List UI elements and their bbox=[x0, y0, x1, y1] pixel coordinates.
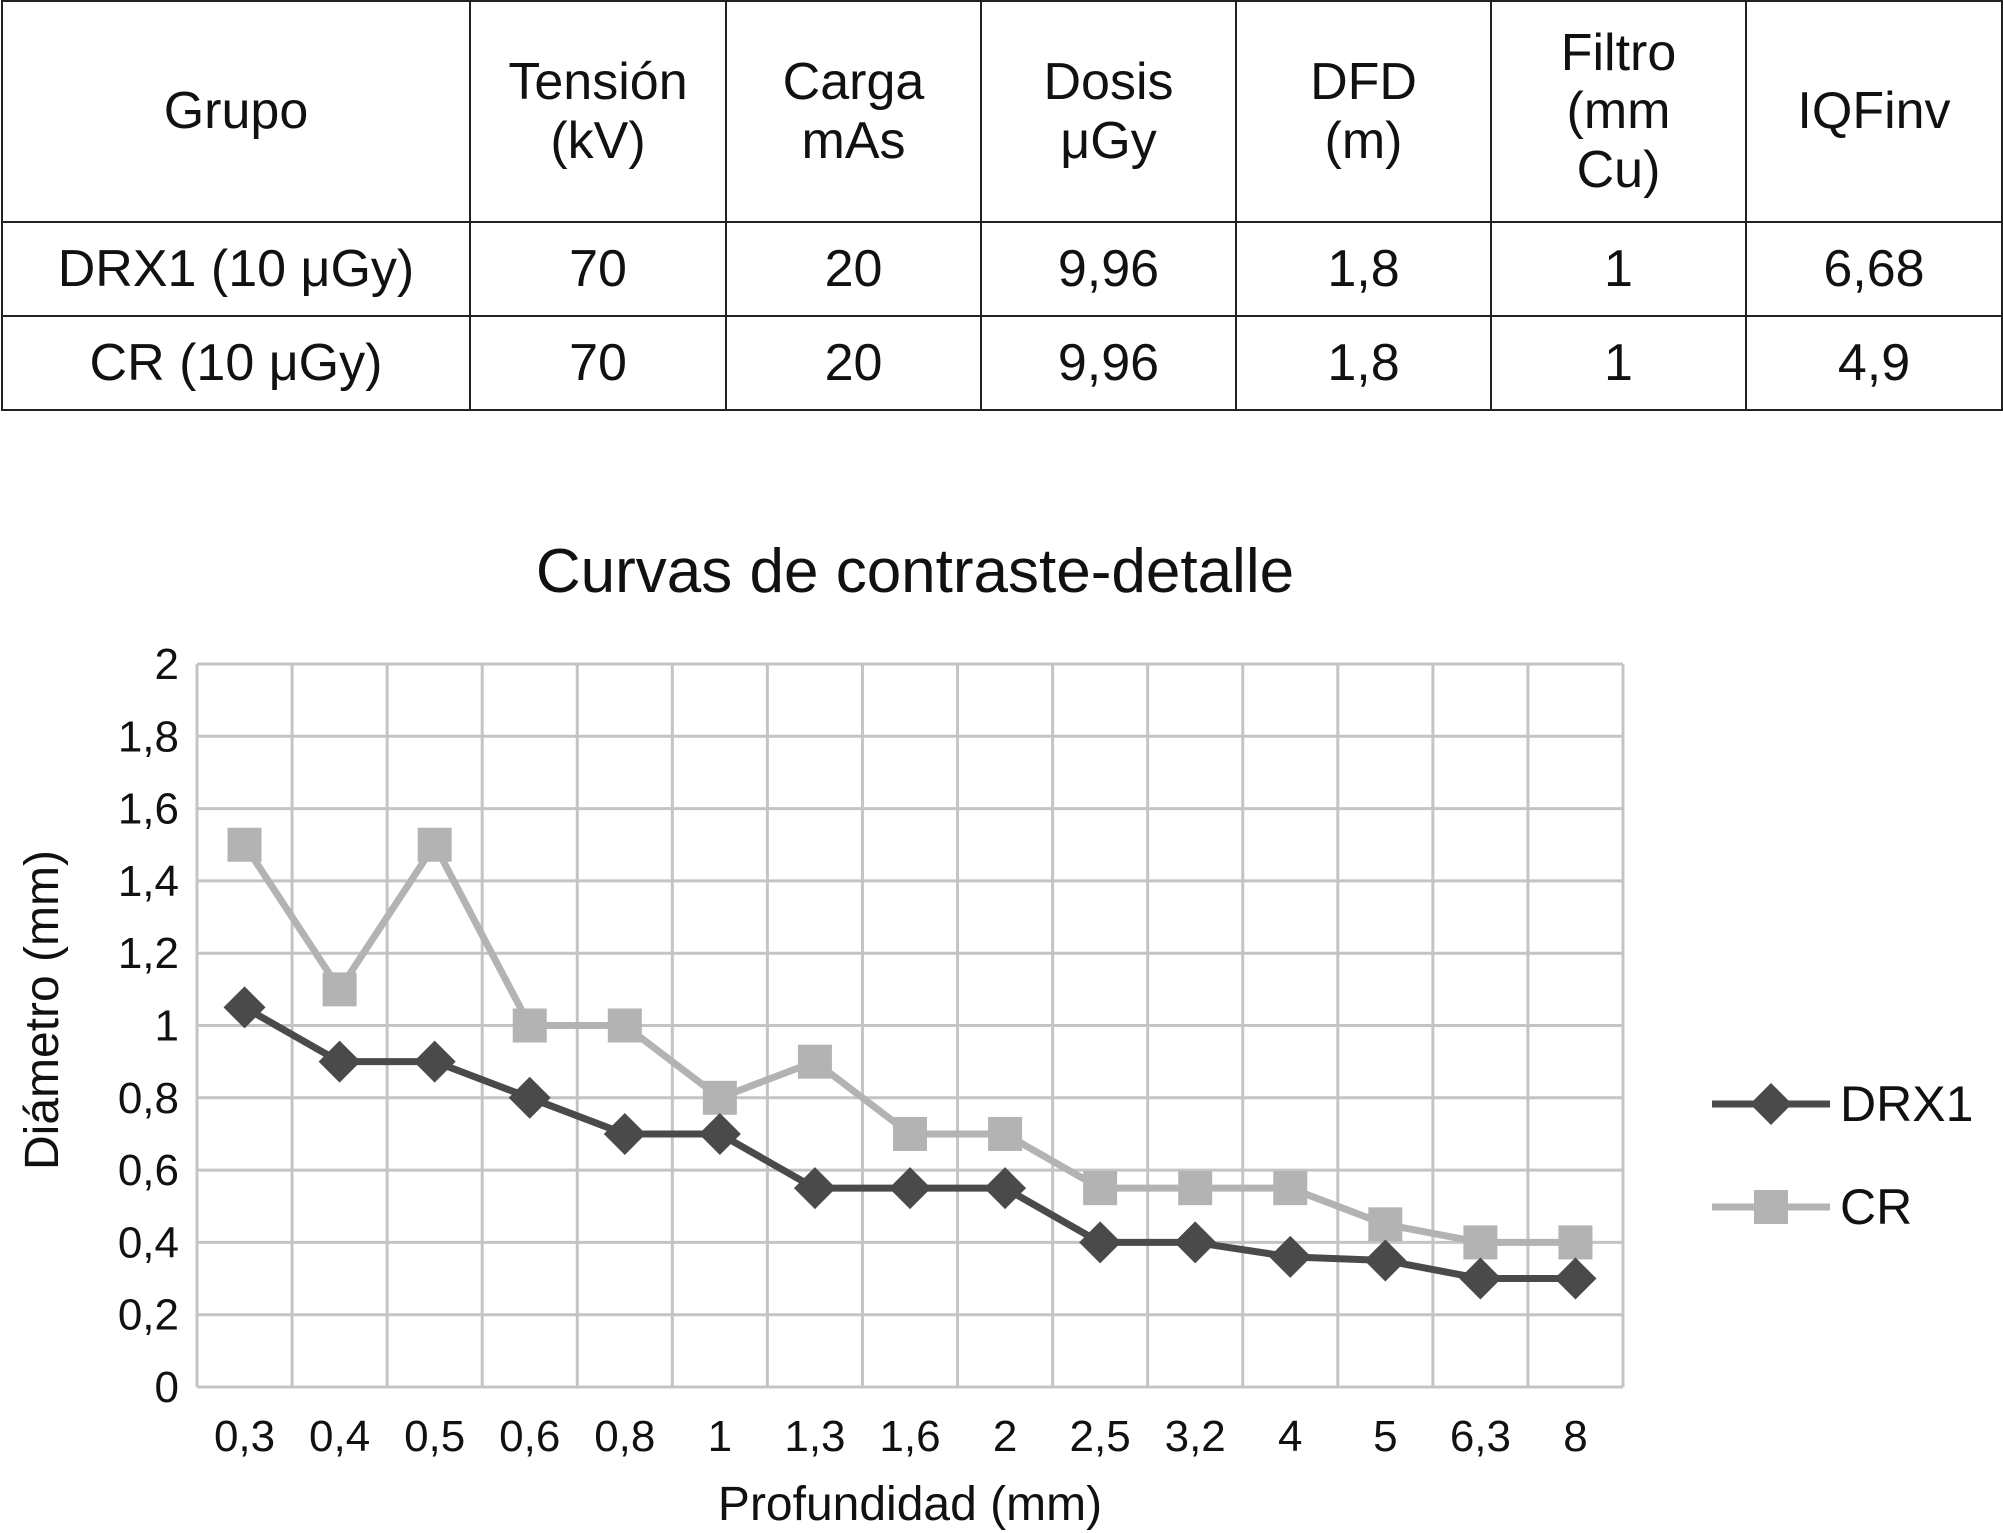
table-cell-tension: 70 bbox=[469, 315, 727, 411]
y-tick-label: 2 bbox=[155, 640, 179, 689]
data-point-drx1 bbox=[889, 1167, 931, 1210]
y-tick-label: 0 bbox=[155, 1363, 179, 1412]
y-axis-title: Diámetro (mm) bbox=[16, 850, 69, 1170]
y-tick-label: 1,8 bbox=[118, 712, 179, 761]
x-tick-label: 1 bbox=[708, 1412, 732, 1461]
series-cr bbox=[227, 827, 1593, 1260]
data-point-drx1 bbox=[793, 1167, 836, 1210]
table-cell-dosis: 9,96 bbox=[980, 315, 1237, 411]
series-drx1 bbox=[223, 986, 1597, 1300]
table-cell-filtro: 1 bbox=[1490, 315, 1747, 411]
table-header-row: Grupo Tensión (kV) Carga mAs Dosis μGy D… bbox=[1, 0, 2003, 223]
data-point-cr bbox=[417, 827, 452, 862]
x-tick-label: 8 bbox=[1563, 1412, 1587, 1461]
x-tick-label: 5 bbox=[1373, 1412, 1397, 1461]
plot-grid bbox=[195, 662, 1625, 1389]
x-axis-ticks: 0,3 0,4 0,5 0,6 0,8 1 1,3 1,6 2 2,5 3,2 4 5 6,3 8 bbox=[214, 1412, 1588, 1461]
data-point-cr bbox=[1178, 1171, 1213, 1206]
legend-item-drx1: DRX1 bbox=[1712, 1076, 1973, 1132]
legend: DRX1 CR bbox=[1712, 1076, 1973, 1235]
x-tick-label: 2,5 bbox=[1070, 1412, 1131, 1461]
x-tick-label: 1,3 bbox=[784, 1412, 845, 1461]
table-cell-carga: 20 bbox=[725, 315, 982, 411]
data-point-cr bbox=[893, 1116, 927, 1151]
data-point-drx1 bbox=[1174, 1221, 1217, 1264]
x-tick-label: 6,3 bbox=[1450, 1412, 1511, 1461]
data-point-drx1 bbox=[413, 1040, 456, 1083]
data-point-drx1 bbox=[984, 1167, 1027, 1210]
header-dfd: DFD (m) bbox=[1235, 0, 1492, 223]
data-point-cr bbox=[1558, 1225, 1593, 1260]
y-tick-label: 1,2 bbox=[118, 929, 179, 978]
legend-item-cr: CR bbox=[1712, 1179, 1912, 1235]
legend-marker-drx1 bbox=[1750, 1083, 1792, 1125]
header-dosis: Dosis μGy bbox=[980, 0, 1237, 223]
table-row: CR (10 μGy) 70 20 9,96 1,8 1 4,9 bbox=[1, 315, 2003, 411]
data-point-cr bbox=[702, 1080, 737, 1115]
data-point-cr bbox=[1083, 1171, 1118, 1206]
table-cell-carga: 20 bbox=[725, 221, 982, 317]
y-tick-label: 1,4 bbox=[118, 857, 179, 906]
header-iqfinv: IQFinv bbox=[1745, 0, 2003, 223]
data-point-cr bbox=[1368, 1207, 1403, 1242]
table-cell-grupo: CR (10 μGy) bbox=[1, 315, 471, 411]
x-tick-label: 2 bbox=[993, 1412, 1017, 1461]
table-row: DRX1 (10 μGy) 70 20 9,96 1,8 1 6,68 bbox=[1, 221, 2003, 317]
data-point-drx1 bbox=[223, 986, 266, 1029]
parameters-table: Grupo Tensión (kV) Carga mAs Dosis μGy D… bbox=[1, 0, 2003, 411]
x-tick-label: 4 bbox=[1278, 1412, 1302, 1461]
data-point-drx1 bbox=[1269, 1235, 1312, 1278]
table-cell-grupo: DRX1 (10 μGy) bbox=[1, 221, 471, 317]
data-point-cr bbox=[1463, 1225, 1498, 1260]
contrast-detail-chart: Curvas de contraste-detalle 00,20,40,60,… bbox=[16, 537, 1973, 1531]
header-grupo: Grupo bbox=[1, 0, 471, 223]
data-point-drx1 bbox=[698, 1112, 741, 1155]
x-tick-label: 0,6 bbox=[499, 1412, 560, 1461]
y-tick-label: 0,4 bbox=[118, 1218, 179, 1267]
chart-title: Curvas de contraste-detalle bbox=[536, 537, 1294, 606]
table-cell-dfd: 1,8 bbox=[1235, 315, 1492, 411]
table-cell-filtro: 1 bbox=[1490, 221, 1747, 317]
x-axis-title: Profundidad (mm) bbox=[718, 1478, 1102, 1531]
y-tick-label: 1,6 bbox=[118, 785, 179, 834]
x-tick-label: 0,8 bbox=[594, 1412, 655, 1461]
table-cell-tension: 70 bbox=[469, 221, 727, 317]
x-tick-label: 0,5 bbox=[404, 1412, 465, 1461]
data-point-cr bbox=[227, 827, 262, 862]
data-point-cr bbox=[797, 1044, 832, 1079]
x-tick-label: 3,2 bbox=[1165, 1412, 1226, 1461]
y-tick-label: 0,8 bbox=[118, 1074, 179, 1123]
y-tick-label: 0,2 bbox=[118, 1291, 179, 1340]
header-tension: Tensión (kV) bbox=[469, 0, 727, 223]
legend-label-cr: CR bbox=[1840, 1179, 1912, 1235]
data-point-drx1 bbox=[318, 1040, 361, 1083]
header-filtro: Filtro (mm Cu) bbox=[1490, 0, 1747, 223]
table-cell-dosis: 9,96 bbox=[980, 221, 1237, 317]
series-layer bbox=[223, 827, 1597, 1300]
table-cell-dfd: 1,8 bbox=[1235, 221, 1492, 317]
data-point-drx1 bbox=[1364, 1239, 1407, 1282]
table-cell-iqfinv: 4,9 bbox=[1745, 315, 2003, 411]
data-point-cr bbox=[988, 1116, 1023, 1151]
x-tick-label: 1,6 bbox=[879, 1412, 940, 1461]
data-point-cr bbox=[512, 1008, 547, 1043]
header-carga: Carga mAs bbox=[725, 0, 982, 223]
x-tick-label: 0,3 bbox=[214, 1412, 275, 1461]
y-tick-label: 1 bbox=[155, 1002, 179, 1051]
y-axis-ticks: 0 0,2 0,4 0,6 0,8 1 1,2 1,4 1,6 1,8 2 bbox=[118, 640, 179, 1412]
data-point-drx1 bbox=[603, 1112, 646, 1155]
legend-marker-cr bbox=[1754, 1190, 1788, 1224]
y-tick-label: 0,6 bbox=[118, 1146, 179, 1195]
data-point-drx1 bbox=[1554, 1257, 1597, 1300]
data-point-drx1 bbox=[1459, 1257, 1502, 1300]
data-point-cr bbox=[607, 1008, 642, 1043]
x-tick-label: 0,4 bbox=[309, 1412, 370, 1461]
data-point-drx1 bbox=[508, 1076, 551, 1119]
data-point-cr bbox=[1273, 1171, 1308, 1206]
table-cell-iqfinv: 6,68 bbox=[1745, 221, 2003, 317]
legend-label-drx1: DRX1 bbox=[1840, 1076, 1973, 1132]
data-point-cr bbox=[322, 972, 357, 1007]
data-point-drx1 bbox=[1079, 1221, 1122, 1264]
